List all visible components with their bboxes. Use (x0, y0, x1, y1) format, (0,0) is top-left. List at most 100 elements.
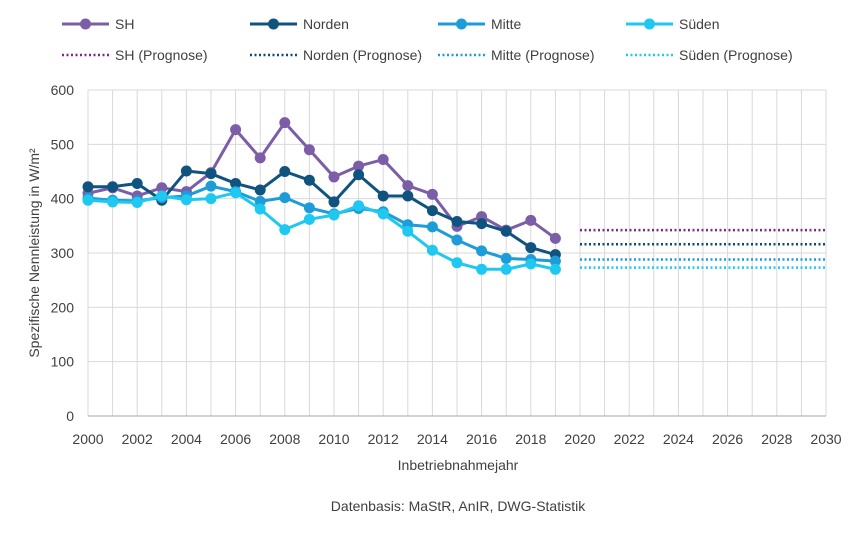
x-tick-label: 2026 (712, 431, 743, 447)
data-point (107, 181, 119, 193)
data-point (525, 258, 537, 270)
data-point (549, 263, 561, 275)
x-tick-label: 2022 (614, 431, 645, 447)
legend-label: Norden (303, 16, 349, 32)
data-point (205, 168, 217, 180)
legend-label: SH (115, 16, 134, 32)
y-tick-label: 400 (51, 191, 75, 207)
data-point (476, 263, 488, 275)
y-tick-label: 500 (51, 136, 75, 152)
data-point (525, 214, 537, 226)
data-point (230, 187, 242, 199)
data-point (426, 244, 438, 256)
data-point (451, 234, 463, 246)
x-tick-label: 2006 (220, 431, 251, 447)
data-point (107, 196, 119, 208)
y-axis-label: Spezifische Nennleistung in W/m² (26, 148, 42, 358)
data-point (82, 194, 94, 206)
x-tick-label: 2030 (810, 431, 841, 447)
data-point (328, 171, 340, 183)
data-point (377, 208, 389, 220)
data-point (303, 174, 315, 186)
data-point (279, 192, 291, 204)
data-point (451, 257, 463, 269)
data-point (131, 177, 143, 189)
data-point (353, 160, 365, 172)
data-point (402, 180, 414, 192)
data-point (451, 215, 463, 227)
data-point (82, 181, 94, 193)
data-point (500, 225, 512, 237)
legend-label: Mitte (Prognose) (491, 47, 594, 63)
data-point (230, 124, 242, 136)
x-tick-label: 2016 (466, 431, 497, 447)
x-tick-label: 2020 (564, 431, 595, 447)
data-point (254, 184, 266, 196)
x-tick-label: 2028 (761, 431, 792, 447)
data-point (254, 203, 266, 215)
data-point (377, 154, 389, 166)
series-lines (82, 117, 561, 275)
data-point (279, 166, 291, 177)
legend-marker (456, 18, 467, 30)
data-point (303, 213, 315, 225)
y-tick-label: 600 (51, 82, 75, 98)
data-point (426, 221, 438, 233)
data-point (426, 188, 438, 200)
y-tick-label: 0 (66, 408, 74, 424)
legend-label: Mitte (491, 16, 522, 32)
data-point (230, 177, 242, 189)
x-tick-label: 2018 (515, 431, 546, 447)
data-point (328, 209, 340, 221)
x-tick-label: 2002 (122, 431, 153, 447)
y-axis-ticks: 0 100 200 300 400 500 600 (51, 82, 75, 424)
y-tick-label: 100 (51, 354, 75, 370)
x-tick-label: 2024 (663, 431, 694, 447)
forecast-lines (580, 228, 826, 269)
data-point (156, 190, 168, 202)
legend-marker (268, 18, 279, 30)
data-point (549, 255, 561, 267)
legend-label: Süden (679, 16, 719, 32)
data-point (279, 224, 291, 236)
y-tick-label: 300 (51, 245, 75, 261)
y-tick-label: 200 (51, 299, 75, 315)
legend-label: Norden (Prognose) (303, 47, 422, 63)
data-point (328, 196, 340, 208)
x-tick-label: 2014 (417, 431, 448, 447)
data-point (549, 232, 561, 244)
data-point (303, 202, 315, 214)
x-tick-label: 2000 (72, 431, 103, 447)
legend-label: SH (Prognose) (115, 47, 208, 63)
data-point (377, 190, 389, 202)
x-tick-label: 2012 (368, 431, 399, 447)
data-point (525, 242, 537, 254)
x-tick-label: 2008 (269, 431, 300, 447)
data-point (476, 245, 488, 257)
data-point (131, 196, 143, 208)
x-tick-label: 2004 (171, 431, 202, 447)
data-point (180, 194, 192, 206)
legend-label: Süden (Prognose) (679, 47, 793, 63)
x-tick-label: 2010 (318, 431, 349, 447)
data-point (476, 218, 488, 230)
data-point (205, 193, 217, 205)
data-point (180, 165, 192, 177)
data-point (500, 252, 512, 264)
x-axis-ticks: 2000 2002 2004 2006 2008 2010 2012 2014 2016 2018… (72, 431, 841, 447)
data-point (426, 205, 438, 217)
legend-marker (644, 18, 655, 30)
data-point (353, 200, 365, 212)
data-point (254, 152, 266, 164)
legend-marker (80, 18, 91, 30)
grid (87, 89, 827, 417)
data-point (156, 182, 168, 194)
source-note: Datenbasis: MaStR, AnIR, DWG-Statistik (331, 498, 586, 514)
data-point (303, 144, 315, 156)
x-axis-label: Inbetriebnahmejahr (398, 457, 519, 473)
data-point (205, 180, 217, 192)
data-point (254, 195, 266, 207)
data-point (500, 263, 512, 275)
data-point (402, 225, 414, 237)
